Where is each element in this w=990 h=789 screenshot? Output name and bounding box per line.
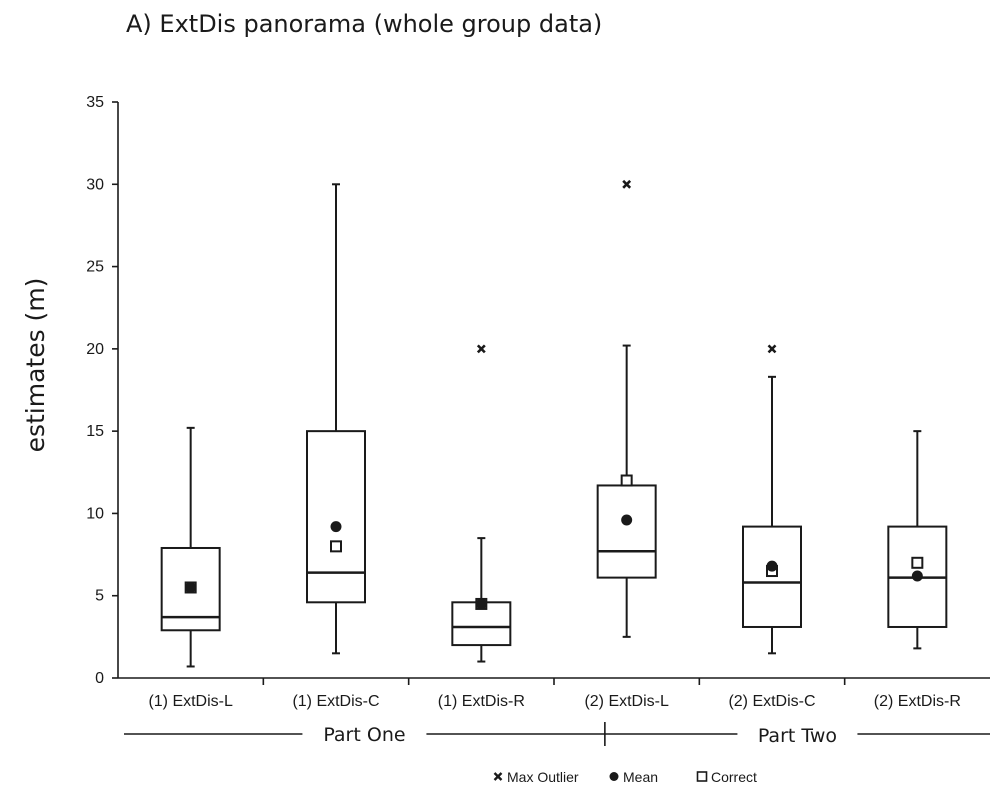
- y-tick-label: 20: [86, 341, 104, 358]
- boxes: [160, 179, 948, 668]
- legend-mean-icon: [609, 772, 619, 781]
- max-outlier-marker: [622, 179, 632, 189]
- max-outlier-marker: [767, 344, 777, 354]
- category-labels: (1) ExtDis-L (1) ExtDis-C (1) ExtDis-R (2) …: [148, 693, 960, 710]
- legend-label-mean: Mean: [623, 769, 658, 785]
- outlier-stroke: [767, 344, 777, 354]
- group-labels: Part One Part Two: [124, 722, 990, 747]
- iqr-box: [596, 484, 657, 579]
- mean-marker: [475, 598, 487, 610]
- y-tick-label: 15: [86, 423, 104, 440]
- y-tick-label: 25: [86, 259, 104, 276]
- y-tick-label: 10: [86, 505, 104, 522]
- mean-marker: [185, 581, 197, 593]
- outlier-stroke: [622, 179, 632, 189]
- legend: Max Outlier Mean Correct: [493, 769, 757, 785]
- legend-correct-icon: [696, 771, 708, 782]
- iqr-box: [306, 430, 366, 604]
- mean-marker: [330, 521, 342, 533]
- y-axis-ticks: 0 5 10 15 20 25 30 35: [86, 94, 118, 687]
- legend-label-correct: Correct: [711, 769, 757, 785]
- category-label: (1) ExtDis-L: [148, 693, 233, 710]
- category-label: (2) ExtDis-L: [584, 693, 669, 710]
- axes: [117, 102, 990, 685]
- legend-label-max-outlier: Max Outlier: [507, 769, 579, 785]
- box-plot-4: [596, 179, 657, 638]
- group-label-part-one: Part One: [323, 724, 405, 746]
- category-label: (1) ExtDis-C: [292, 693, 379, 710]
- correct-marker: [620, 474, 633, 487]
- box-plot-6: [887, 430, 948, 650]
- box-plot-1: [160, 426, 221, 668]
- mean-marker: [911, 570, 923, 582]
- correct-marker: [911, 556, 924, 569]
- y-tick-label: 5: [95, 588, 104, 605]
- legend-max-outlier-icon: [493, 772, 503, 781]
- mean-marker: [621, 514, 633, 526]
- group-label-part-two: Part Two: [758, 725, 837, 747]
- box-plot-3: [451, 344, 512, 663]
- y-tick-label: 0: [95, 670, 104, 687]
- y-axis-label: estimates (m): [21, 278, 50, 453]
- y-tick-label: 30: [86, 176, 104, 193]
- x-icon-stroke: [493, 772, 503, 781]
- correct-marker: [330, 540, 342, 553]
- category-label: (2) ExtDis-R: [874, 693, 961, 710]
- category-label: (2) ExtDis-C: [728, 693, 815, 710]
- chart-title: A) ExtDis panorama (whole group data): [126, 10, 602, 38]
- y-tick-label: 35: [86, 94, 104, 111]
- mean-marker: [766, 560, 778, 572]
- box-plot-5: [742, 344, 802, 655]
- category-label: (1) ExtDis-R: [438, 693, 525, 710]
- max-outlier-marker: [476, 344, 486, 354]
- box-plot-2: [306, 183, 366, 655]
- outlier-stroke: [476, 344, 486, 354]
